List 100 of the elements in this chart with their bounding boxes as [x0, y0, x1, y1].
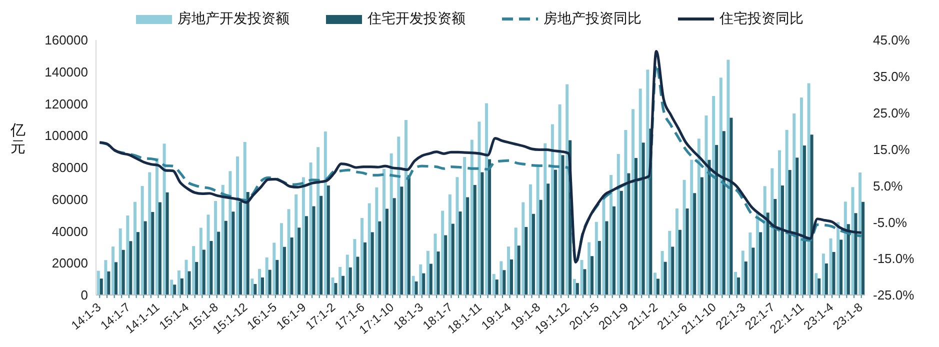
y-tick-label: 120000 [44, 96, 88, 112]
bar [221, 184, 224, 295]
bar [507, 246, 510, 295]
bar [434, 234, 437, 295]
bar [173, 284, 176, 295]
bar [594, 222, 598, 295]
bar [653, 272, 656, 295]
bar [177, 270, 180, 295]
bar [774, 199, 777, 295]
bar [348, 267, 352, 295]
bar [188, 271, 191, 295]
bar [126, 215, 130, 295]
bar [268, 270, 272, 295]
bar [309, 162, 312, 295]
bar [210, 240, 213, 295]
bar [686, 208, 689, 295]
legend-label: 房地产投资同比 [544, 10, 642, 28]
bar [478, 122, 481, 295]
bar [832, 252, 836, 295]
y2-tick-label: -25.0% [873, 288, 915, 303]
bar [441, 210, 444, 295]
bar [517, 246, 520, 295]
bar [404, 120, 408, 295]
bar [664, 262, 667, 295]
bar [502, 270, 506, 295]
bar [466, 197, 470, 295]
bar [302, 177, 305, 295]
y2-tick-label: 45.0% [873, 32, 910, 48]
y-tick-label: 20000 [52, 256, 88, 271]
bar [675, 208, 678, 295]
bar [426, 250, 430, 295]
bar [522, 202, 525, 295]
bar [780, 186, 784, 295]
bar [148, 172, 152, 295]
bar [818, 278, 821, 295]
y2-tick-label: 15.0% [873, 142, 910, 157]
bar [246, 192, 250, 295]
bar [759, 232, 762, 295]
bar [730, 118, 733, 295]
bar [495, 280, 498, 295]
bar [206, 214, 210, 295]
bar [170, 280, 174, 295]
bar [118, 228, 122, 295]
bar [678, 230, 682, 295]
bar [634, 158, 638, 295]
bar [458, 211, 462, 295]
bar [136, 232, 140, 295]
bar [162, 144, 166, 295]
bar [480, 172, 484, 295]
bar [788, 170, 792, 295]
bar [697, 138, 700, 295]
bar [448, 194, 452, 295]
bar [122, 250, 125, 295]
y2-tick-label: 35.0% [873, 69, 910, 84]
bar [576, 283, 579, 295]
bar [814, 273, 818, 295]
bar [588, 242, 591, 295]
bar [810, 134, 814, 295]
bar [104, 260, 108, 295]
bar [583, 269, 586, 295]
bar [390, 153, 393, 295]
bar [550, 124, 554, 295]
bar [346, 254, 349, 295]
y2-tick-label: 25.0% [873, 105, 910, 120]
y-tick-label: 0 [80, 288, 88, 303]
bar [712, 96, 716, 295]
bar [422, 273, 426, 295]
bar [612, 206, 616, 295]
bar [646, 70, 650, 295]
bar [224, 220, 228, 295]
bar [660, 251, 664, 295]
bar [112, 246, 115, 295]
bar [473, 185, 476, 295]
bar [514, 228, 518, 295]
bar [671, 246, 674, 295]
bar [140, 186, 144, 295]
bar [407, 175, 410, 295]
bar [144, 221, 147, 295]
bar [536, 165, 540, 295]
y-tick-label: 40000 [52, 224, 88, 239]
bar [700, 177, 704, 295]
y2-tick-label: -15.0% [873, 251, 915, 266]
bar [342, 276, 345, 295]
bar [829, 238, 832, 295]
bar [272, 242, 276, 295]
bar [265, 257, 268, 295]
bar [298, 228, 301, 295]
bar [107, 271, 110, 295]
bar [129, 241, 132, 295]
legend-label: 住宅开发投资额 [368, 10, 466, 28]
legend-label: 住宅投资同比 [720, 10, 804, 28]
bar [532, 214, 535, 295]
bar [766, 212, 770, 295]
bar [546, 184, 550, 295]
bar [744, 262, 748, 295]
bar [429, 264, 432, 295]
bar [192, 246, 196, 295]
y2-tick-label: -5.0% [873, 214, 908, 230]
bar [704, 116, 708, 295]
bar [166, 192, 169, 295]
